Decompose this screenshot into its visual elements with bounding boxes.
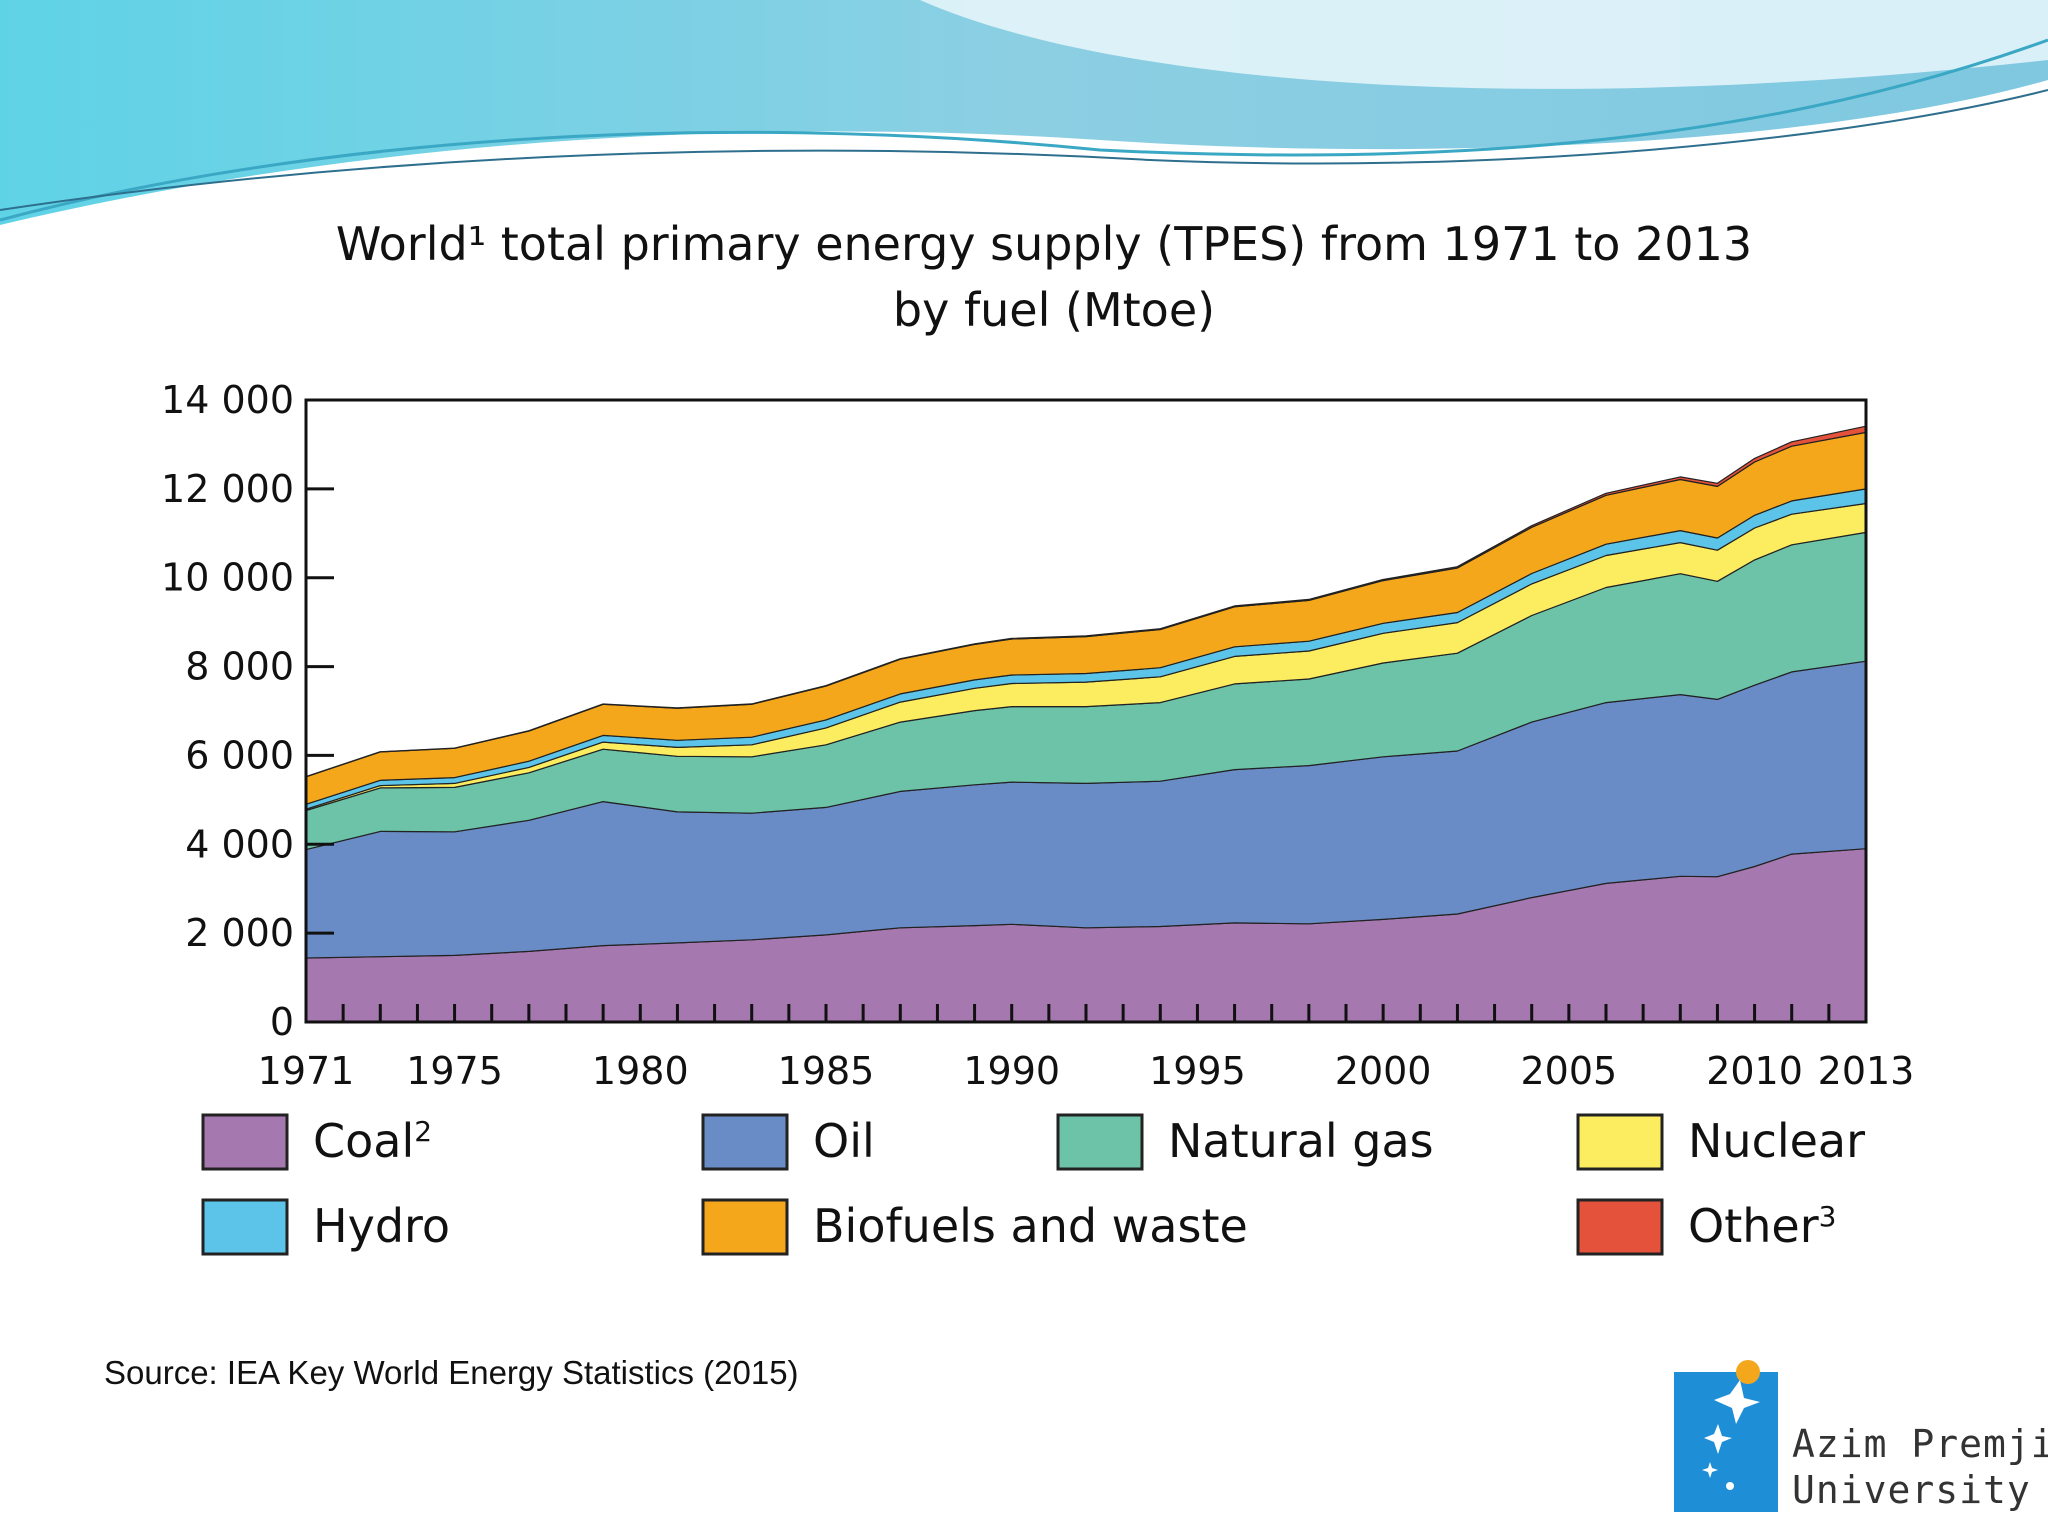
legend-label: Oil — [813, 1114, 875, 1168]
legend-swatch — [201, 1198, 289, 1256]
x-tick-label: 2005 — [1520, 1049, 1617, 1093]
legend-label: Hydro — [313, 1199, 450, 1253]
legend-item-biofuels-and-waste: Biofuels and waste — [701, 1198, 1248, 1256]
legend-item-nuclear: Nuclear — [1576, 1113, 1865, 1171]
legend-item-coal: Coal2 — [201, 1113, 432, 1171]
legend-label: Natural gas — [1168, 1114, 1434, 1168]
logo-text-line-2: University — [1792, 1468, 2031, 1512]
legend-superscript: 2 — [414, 1115, 432, 1148]
x-tick-label: 1985 — [778, 1049, 875, 1093]
x-tick-label: 2000 — [1335, 1049, 1432, 1093]
area-layers — [305, 425, 1867, 1023]
logo-sun — [1736, 1360, 1760, 1384]
x-tick-label: 1971 — [258, 1049, 355, 1093]
legend: Coal2 Oil Natural gas Nuclear Hydro Biofuels … — [201, 1113, 1865, 1256]
y-tick-label: 2 000 — [185, 911, 294, 955]
y-tick-label: 8 000 — [185, 645, 294, 689]
legend-label: Coal2 — [313, 1114, 432, 1168]
y-tick-label: 14 000 — [161, 378, 294, 422]
legend-swatch — [701, 1113, 789, 1171]
logo-blue-block — [1674, 1372, 1778, 1512]
x-tick-label: 1975 — [406, 1049, 503, 1093]
legend-swatch — [701, 1198, 789, 1256]
y-tick-label: 12 000 — [161, 467, 294, 511]
wave-banner — [0, 0, 2048, 225]
legend-item-hydro: Hydro — [201, 1198, 450, 1256]
banner-highlight — [920, 0, 2048, 89]
axes: 0 2 000 4 000 6 000 8 000 10 000 12 000 14 000 1… — [161, 378, 1914, 1093]
banner-curve-1 — [0, 38, 2048, 222]
flower-star-logo-icon — [1674, 1360, 1778, 1512]
banner-curve-2 — [0, 89, 2048, 211]
legend-swatch — [1576, 1198, 1664, 1256]
legend-label: Other3 — [1688, 1199, 1836, 1253]
legend-label: Nuclear — [1688, 1114, 1865, 1168]
university-logo: Azim Premji University — [1670, 1346, 2048, 1521]
legend-item-other: Other3 — [1576, 1198, 1836, 1256]
chart-panel: World¹ total primary energy supply (TPES… — [78, 210, 1966, 1310]
y-tick-label: 4 000 — [185, 822, 294, 866]
y-tick-label: 6 000 — [185, 733, 294, 777]
x-tick-label: 2013 — [1818, 1049, 1915, 1093]
legend-superscript: 3 — [1819, 1200, 1837, 1233]
x-tick-label: 1990 — [963, 1049, 1060, 1093]
legend-item-oil: Oil — [701, 1113, 875, 1171]
legend-swatch — [1576, 1113, 1664, 1171]
legend-item-natural-gas: Natural gas — [1056, 1113, 1434, 1171]
legend-label: Biofuels and waste — [813, 1199, 1248, 1253]
x-tick-label: 1995 — [1149, 1049, 1246, 1093]
y-tick-label: 0 — [270, 1000, 294, 1044]
legend-swatch — [1056, 1113, 1144, 1171]
y-tick-label: 10 000 — [161, 556, 294, 600]
x-tick-label: 2010 — [1706, 1049, 1803, 1093]
source-citation: Source: IEA Key World Energy Statistics … — [104, 1354, 799, 1391]
chart-title: World¹ total primary energy supply (TPES… — [336, 217, 1752, 271]
chart-subtitle: by fuel (Mtoe) — [893, 283, 1215, 337]
logo-text-line-1: Azim Premji — [1792, 1422, 2048, 1466]
x-tick-label: 1980 — [592, 1049, 689, 1093]
legend-swatch — [201, 1113, 289, 1171]
chart: World¹ total primary energy supply (TPES… — [161, 217, 1914, 1256]
